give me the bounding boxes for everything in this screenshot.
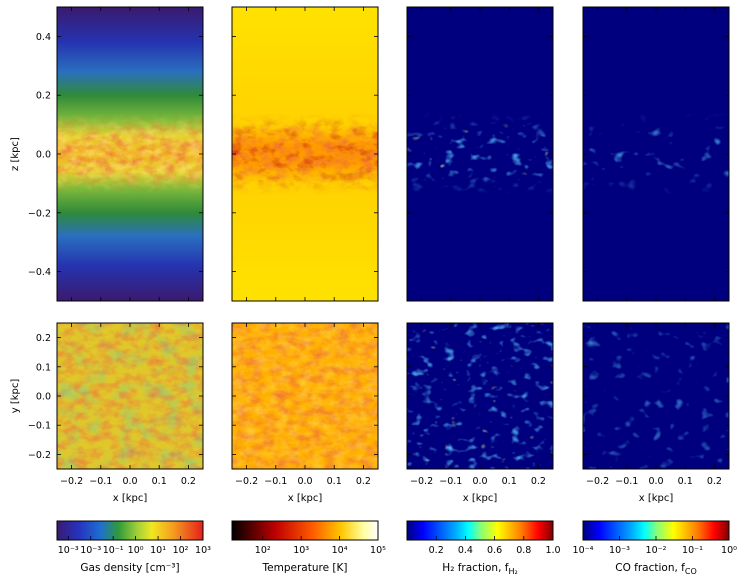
ytick-label: 0.1 bbox=[36, 362, 51, 373]
cb-tick-label: 10³ bbox=[293, 545, 309, 556]
cb-tick-label: 10⁻¹ bbox=[103, 545, 124, 556]
panel-co-xy bbox=[582, 322, 730, 470]
xtick-label: 0.2 bbox=[181, 476, 196, 487]
ytick-label: 0.2 bbox=[36, 333, 51, 344]
cb-tick-label: 10⁰ bbox=[128, 545, 144, 556]
xtick-label: 0.2 bbox=[531, 476, 546, 487]
cb-tick-label: 10⁻⁴ bbox=[573, 545, 594, 556]
cb-tick-label: 1.0 bbox=[545, 545, 560, 556]
xlabel-3: x [kpc] bbox=[463, 493, 498, 504]
colorbar-temperature bbox=[231, 520, 379, 541]
ytick-label: −0.1 bbox=[28, 421, 51, 432]
panel-temperature-xy bbox=[231, 322, 379, 470]
xtick-label: −0.1 bbox=[89, 476, 112, 487]
cb-tick-label: 10⁴ bbox=[332, 545, 348, 556]
colorbar-ticks: 10⁻³ 10⁻³ 10⁻¹ 10⁰ 10¹ 10² 10³ 10² 10³ 10⁴ 10⁵ 0.2 0… bbox=[58, 536, 737, 556]
panel-h2-xz bbox=[406, 6, 554, 302]
xtick-label: −0.1 bbox=[615, 476, 638, 487]
xtick-label: 0.1 bbox=[152, 476, 167, 487]
xtick-label: 0.2 bbox=[356, 476, 371, 487]
cb-tick-label: 10³ bbox=[195, 545, 211, 556]
colorbar-temperature-label: Temperature [K] bbox=[262, 562, 348, 574]
cb-tick-label: 10⁻³ bbox=[609, 545, 630, 556]
ytick-label: 0.4 bbox=[36, 32, 51, 43]
xtick-label: 0.2 bbox=[707, 476, 722, 487]
xtick-label: −0.2 bbox=[235, 476, 258, 487]
xtick-label: 0.0 bbox=[297, 476, 312, 487]
colorbar-h2 bbox=[406, 520, 554, 541]
ytick-label: 0.0 bbox=[36, 392, 51, 403]
xtick-label: 0.0 bbox=[648, 476, 663, 487]
panel-h2-xy bbox=[406, 322, 554, 470]
cb-tick-label: 10⁰ bbox=[721, 545, 737, 556]
xtick-label: 0.0 bbox=[122, 476, 137, 487]
ytick-label: 0.0 bbox=[36, 150, 51, 161]
cb-tick-label: 0.4 bbox=[458, 545, 473, 556]
xtick-label: 0.1 bbox=[678, 476, 693, 487]
cb-tick-label: 10⁻³ bbox=[80, 545, 101, 556]
panel-temperature-xz bbox=[231, 6, 379, 302]
top-ylabel: z [kpc] bbox=[10, 137, 21, 171]
xlabel-4: x [kpc] bbox=[639, 493, 674, 504]
colorbar-density bbox=[56, 520, 204, 541]
cb-tick-label: 0.2 bbox=[429, 545, 444, 556]
cb-tick-label: 10² bbox=[255, 545, 271, 556]
xtick-label: −0.2 bbox=[410, 476, 433, 487]
ytick-label: 0.2 bbox=[36, 91, 51, 102]
ytick-label: −0.2 bbox=[28, 450, 51, 461]
xlabel-2: x [kpc] bbox=[288, 493, 323, 504]
colorbar-density-label: Gas density [cm⁻³] bbox=[80, 562, 179, 574]
cb-tick-label: 10¹ bbox=[150, 545, 166, 556]
ytick-label: −0.2 bbox=[28, 208, 51, 219]
panel-density-xy bbox=[56, 322, 204, 470]
xtick-label: −0.1 bbox=[439, 476, 462, 487]
xtick-label: 0.0 bbox=[472, 476, 487, 487]
ytick-label: −0.4 bbox=[28, 267, 51, 278]
cb-tick-label: 10⁻¹ bbox=[682, 545, 703, 556]
xtick-label: −0.2 bbox=[586, 476, 609, 487]
xtick-label: −0.1 bbox=[264, 476, 287, 487]
bottom-ylabel: y [kpc] bbox=[10, 379, 21, 414]
cb-tick-label: 0.8 bbox=[516, 545, 531, 556]
cb-tick-label: 10⁵ bbox=[370, 545, 386, 556]
colorbar-h2-label: H₂ fraction, fH₂ bbox=[442, 562, 517, 576]
axis-ticks: 0.4 0.2 0.0 −0.2 −0.4 0.2 0.1 0.0 −0.1 −0.2 −0.2 −0… bbox=[28, 7, 729, 487]
panel-density-xz bbox=[56, 6, 204, 302]
cb-tick-label: 0.6 bbox=[487, 545, 502, 556]
cb-tick-label: 10⁻³ bbox=[58, 545, 79, 556]
xlabel-1: x [kpc] bbox=[113, 493, 148, 504]
xtick-label: 0.1 bbox=[502, 476, 517, 487]
panel-co-xz bbox=[582, 6, 730, 302]
cb-tick-label: 10⁻² bbox=[646, 545, 667, 556]
xtick-label: −0.2 bbox=[60, 476, 83, 487]
xtick-label: 0.1 bbox=[327, 476, 342, 487]
cb-tick-label: 10² bbox=[173, 545, 189, 556]
colorbar-co-label: CO fraction, fCO bbox=[615, 562, 697, 576]
